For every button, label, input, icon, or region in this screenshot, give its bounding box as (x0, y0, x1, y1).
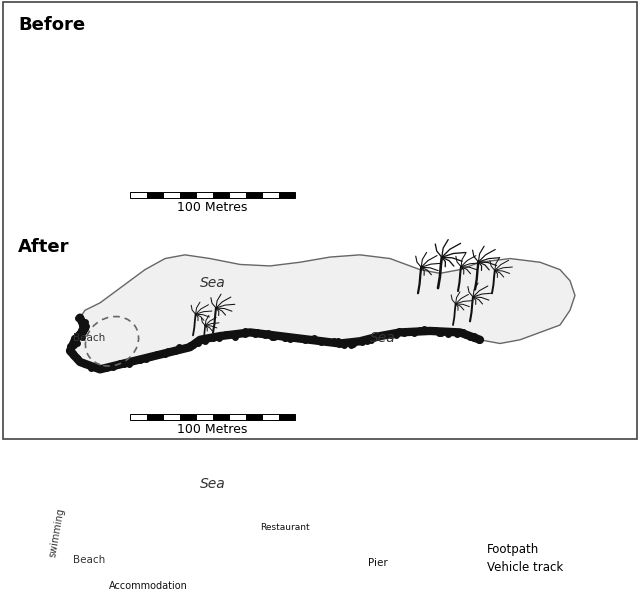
Bar (246, 192, 262, 198)
Bar (262, 414, 278, 420)
Bar (130, 192, 147, 198)
Circle shape (346, 538, 358, 547)
Circle shape (326, 534, 339, 544)
Polygon shape (340, 567, 390, 581)
Polygon shape (267, 502, 303, 526)
Polygon shape (281, 531, 309, 550)
Text: After: After (18, 238, 70, 256)
Circle shape (168, 542, 180, 551)
Circle shape (256, 515, 268, 525)
Circle shape (152, 546, 164, 555)
Polygon shape (426, 586, 450, 590)
Circle shape (169, 556, 181, 565)
Bar (147, 192, 163, 198)
Bar (212, 192, 229, 198)
Circle shape (186, 553, 198, 562)
Polygon shape (151, 569, 163, 576)
Circle shape (333, 515, 346, 525)
Text: Before: Before (18, 16, 85, 34)
Bar (212, 414, 229, 420)
Bar (246, 414, 262, 420)
Polygon shape (152, 544, 164, 550)
Circle shape (362, 522, 374, 532)
Polygon shape (169, 554, 181, 561)
Text: swimming: swimming (48, 507, 67, 558)
Circle shape (352, 512, 364, 522)
Bar (262, 192, 278, 198)
Bar (163, 192, 179, 198)
Text: Beach: Beach (73, 555, 105, 565)
Polygon shape (362, 521, 374, 527)
Text: Sea: Sea (370, 331, 396, 345)
FancyBboxPatch shape (3, 2, 637, 439)
Polygon shape (304, 591, 332, 597)
Circle shape (167, 568, 179, 577)
Text: Beach: Beach (73, 333, 105, 343)
Circle shape (150, 558, 162, 567)
Bar (196, 414, 212, 420)
Polygon shape (346, 536, 358, 543)
Polygon shape (333, 513, 346, 520)
Polygon shape (256, 513, 268, 520)
Polygon shape (168, 540, 180, 546)
Text: 100 Metres: 100 Metres (177, 201, 248, 214)
FancyBboxPatch shape (439, 536, 629, 583)
Bar (229, 414, 246, 420)
Polygon shape (186, 551, 198, 558)
Text: Pier: Pier (368, 558, 388, 568)
Text: Sea: Sea (200, 276, 226, 290)
Text: Accommodation: Accommodation (109, 581, 188, 591)
Circle shape (151, 571, 163, 580)
Bar (278, 192, 295, 198)
Polygon shape (260, 525, 273, 532)
Bar (163, 414, 179, 420)
Circle shape (365, 530, 378, 539)
Polygon shape (70, 255, 575, 370)
Bar (278, 414, 295, 420)
Text: Vehicle track: Vehicle track (487, 561, 563, 574)
Polygon shape (425, 568, 437, 581)
Polygon shape (237, 517, 250, 524)
Polygon shape (437, 566, 453, 584)
Text: Sea: Sea (200, 476, 226, 491)
Text: 100 Metres: 100 Metres (177, 423, 248, 436)
Polygon shape (317, 568, 336, 589)
Bar (229, 192, 246, 198)
Bar (130, 414, 147, 420)
Circle shape (260, 527, 273, 536)
Polygon shape (150, 556, 162, 562)
Text: &: & (282, 516, 288, 525)
Polygon shape (302, 570, 317, 586)
Polygon shape (167, 566, 179, 573)
Bar (147, 414, 163, 420)
Circle shape (237, 519, 250, 528)
Text: Restaurant: Restaurant (260, 522, 310, 532)
Polygon shape (352, 510, 364, 517)
Text: Reception: Reception (274, 537, 316, 546)
Polygon shape (365, 528, 378, 535)
Polygon shape (326, 533, 339, 539)
Bar (196, 192, 212, 198)
Text: Footpath: Footpath (487, 543, 540, 556)
Bar (179, 414, 196, 420)
Bar (179, 192, 196, 198)
Polygon shape (70, 476, 575, 591)
